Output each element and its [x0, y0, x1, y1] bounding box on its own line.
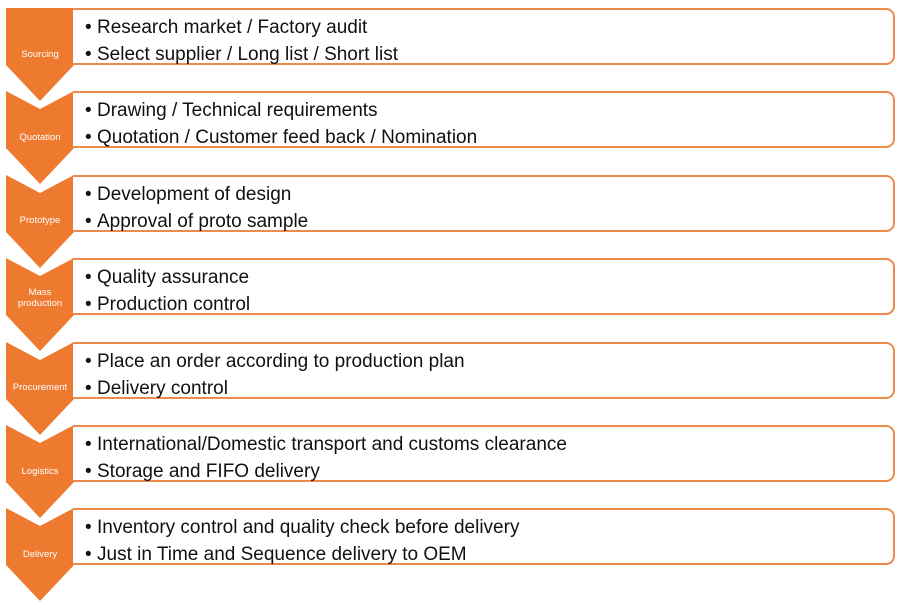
bullet-dot-icon: • [85, 544, 92, 566]
step-chevron-arrow [6, 174, 74, 268]
bullet-dot-icon: • [85, 210, 92, 232]
bullet-item: • Delivery control [85, 375, 893, 402]
bullet-dot-icon: • [85, 183, 92, 205]
step-details-box: • Inventory control and quality check bef… [73, 508, 895, 568]
bullet-item: • Storage and FIFO delivery [85, 458, 893, 485]
step-details-box: • Quality assurance • Production control [73, 258, 895, 318]
chevron-shape [6, 91, 74, 185]
bullet-text: Approval of proto sample [97, 210, 309, 232]
step-details-box: • Place an order according to production … [73, 341, 895, 402]
bullet-text: Delivery control [97, 377, 228, 399]
step-label: Mass production [17, 287, 63, 310]
bullet-text: Place an order according to production p… [97, 350, 465, 372]
bullet-dot-icon: • [85, 377, 92, 399]
step-chevron-arrow [6, 91, 74, 185]
bullet-dot-icon: • [85, 267, 92, 289]
process-step: Procurement • Place an order according to … [0, 341, 908, 438]
bullet-text: Inventory control and quality check befo… [97, 517, 520, 539]
process-step: Prototype • Development of design • Approval… [0, 174, 908, 271]
bullet-text: Quotation / Customer feed back / Nominat… [97, 127, 478, 149]
bullet-item: • International/Domestic transport and cu… [85, 431, 893, 458]
process-step: Logistics • International/Domestic transpo… [0, 425, 908, 521]
bullet-dot-icon: • [85, 434, 92, 455]
bullet-item: • Just in Time and Sequence delivery to O… [85, 541, 893, 568]
step-label: Delivery [22, 548, 58, 560]
bullet-dot-icon: • [85, 350, 92, 372]
bullet-item: • Approval of proto sample [85, 208, 893, 235]
chevron-shape [6, 341, 74, 435]
bullet-text: Production control [97, 294, 251, 316]
bullet-item: • Development of design [85, 181, 893, 208]
step-chevron-arrow [6, 258, 74, 352]
bullet-item: • Production control [85, 291, 893, 318]
bullet-item: • Quality assurance [85, 264, 893, 291]
bullet-item: • Research market / Factory audit [85, 14, 893, 41]
chevron-shape [6, 508, 74, 602]
process-step: Quotation • Drawing / Technical requiremen… [0, 91, 908, 187]
bullet-text: Development of design [97, 183, 292, 205]
bullet-dot-icon: • [85, 44, 92, 65]
step-chevron-arrow [6, 508, 74, 602]
bullet-item: • Place an order according to production … [85, 348, 893, 375]
bullet-item: • Drawing / Technical requirements [85, 97, 893, 124]
bullet-text: International/Domestic transport and cus… [97, 434, 567, 455]
chevron-shape [6, 174, 74, 268]
step-label: Sourcing [21, 48, 59, 60]
step-details-box: • Drawing / Technical requirements • Quotat… [73, 91, 895, 151]
step-label: Procurement [12, 382, 68, 394]
bullet-dot-icon: • [85, 127, 92, 149]
step-label: Prototype [19, 215, 61, 227]
bullet-text: Drawing / Technical requirements [97, 100, 378, 122]
step-details-box: • Development of design • Approval of proto… [73, 174, 895, 235]
bullet-text: Research market / Factory audit [97, 17, 368, 38]
chevron-shape [6, 8, 74, 101]
bullet-dot-icon: • [85, 517, 92, 539]
process-step: Mass production • Quality assurance • Produc… [0, 258, 908, 354]
step-chevron-arrow [6, 425, 74, 518]
bullet-dot-icon: • [85, 461, 92, 482]
bullet-dot-icon: • [85, 17, 92, 38]
process-step: Delivery • Inventory control and quality c… [0, 508, 908, 604]
bullet-text: Just in Time and Sequence delivery to OE… [97, 544, 467, 566]
bullet-dot-icon: • [85, 294, 92, 316]
step-chevron-arrow [6, 8, 74, 101]
bullet-text: Select supplier / Long list / Short list [97, 44, 398, 65]
bullet-item: • Inventory control and quality check bef… [85, 514, 893, 541]
step-details-box: • International/Domestic transport and cu… [73, 425, 895, 482]
chevron-shape [6, 425, 74, 518]
bullet-item: • Select supplier / Long list / Short lis… [85, 41, 893, 68]
step-chevron-arrow [6, 341, 74, 435]
bullet-dot-icon: • [85, 100, 92, 122]
step-label: Quotation [19, 131, 61, 143]
bullet-item: • Quotation / Customer feed back / Nomina… [85, 124, 893, 151]
chevron-shape [6, 258, 74, 352]
step-label: Logistics [21, 465, 59, 477]
bullet-text: Quality assurance [97, 267, 250, 289]
bullet-text: Storage and FIFO delivery [97, 461, 320, 482]
process-step: Sourcing • Research market / Factory audit… [0, 8, 908, 104]
step-details-box: • Research market / Factory audit • Select … [73, 8, 895, 65]
